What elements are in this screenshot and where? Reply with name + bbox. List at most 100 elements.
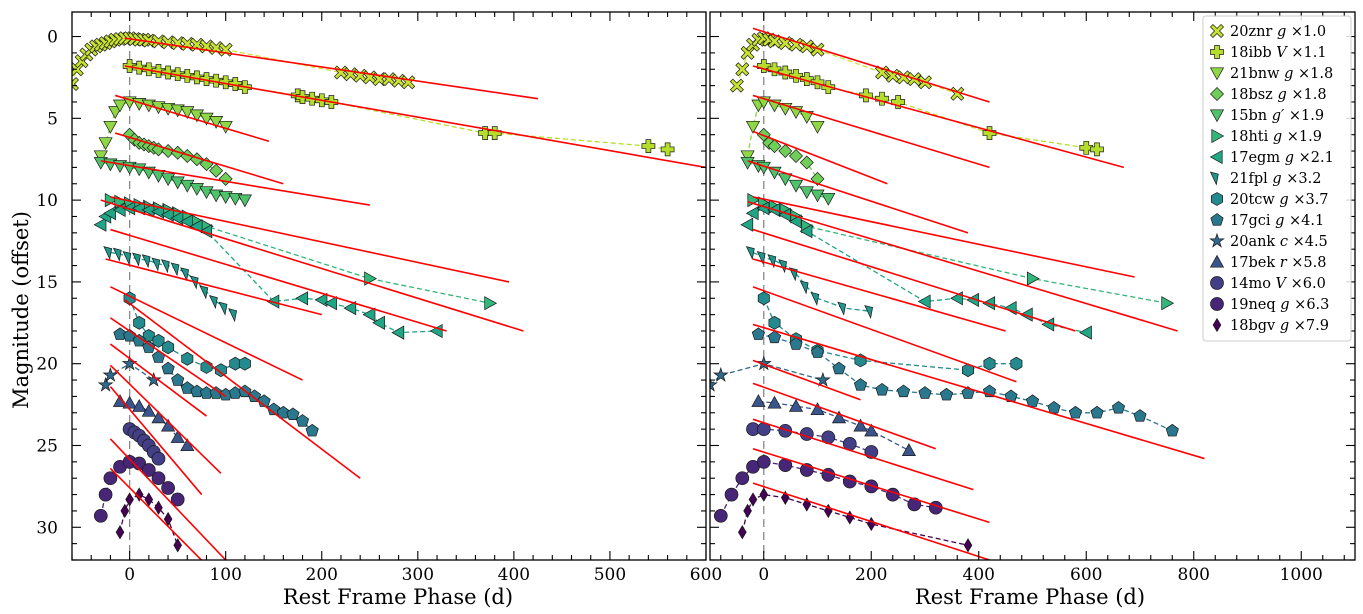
data-point-21bnw	[103, 120, 118, 134]
data-point-21fpl	[837, 301, 847, 316]
data-point-20ank	[712, 366, 729, 382]
data-point-20tcw	[1010, 356, 1023, 371]
data-point-19neq	[161, 481, 175, 495]
data-point-21bnw	[740, 150, 755, 164]
series-line-17egm	[747, 207, 1087, 334]
fit-line	[747, 200, 1178, 332]
legend-marker-20ank	[1209, 232, 1225, 248]
legend-label-19neq: 19neq g ×6.3	[1230, 297, 1329, 313]
fit-line	[752, 94, 990, 169]
fit-line	[110, 228, 447, 332]
data-point-17egm	[740, 217, 754, 232]
legend-marker-17gci	[1210, 213, 1224, 226]
x-tick-label: 800	[1178, 565, 1210, 585]
data-point-18ibb	[1090, 142, 1104, 157]
data-point-18hti	[1026, 271, 1040, 286]
series-14mo	[746, 422, 879, 459]
plot-area	[710, 12, 1205, 560]
legend-label-17bek: 17bek r ×5.8	[1230, 255, 1326, 271]
data-point-17bek	[141, 403, 156, 417]
data-point-20tcw	[152, 333, 165, 348]
data-point-21fpl	[767, 254, 777, 269]
data-point-17egm	[372, 315, 385, 330]
fit-line	[114, 132, 284, 185]
y-tick-label: 0	[47, 28, 58, 48]
data-point-20tcw	[757, 291, 770, 306]
left-panel: 0 100 200 300 400 500 600 0 5 10 15 20 25 30	[36, 11, 722, 585]
fit-line	[124, 299, 361, 479]
legend-marker-18ibb	[1210, 45, 1224, 59]
data-point-18ibb	[789, 68, 803, 83]
x-tick-label: 200	[306, 565, 338, 585]
fit-line	[109, 386, 203, 496]
data-point-17gci	[151, 350, 166, 363]
data-point-21bnw	[93, 150, 108, 164]
legend-label-15bn: 15bn g′ ×1.9	[1230, 108, 1324, 124]
fit-line	[752, 196, 1135, 278]
series-17egm	[740, 201, 1092, 340]
legend-marker-21fpl	[1209, 171, 1219, 186]
fit-line	[124, 65, 706, 169]
legend-marker-17bek	[1209, 254, 1225, 268]
data-point-17egm	[745, 206, 759, 221]
series-20ank	[710, 355, 831, 392]
fit-line	[752, 359, 861, 401]
series-20znr	[72, 31, 416, 91]
data-point-19neq	[724, 487, 739, 502]
data-point-19neq	[756, 455, 771, 469]
data-point-17egm	[180, 214, 193, 229]
data-point-19neq	[103, 471, 118, 486]
data-point-15bn	[218, 191, 233, 205]
data-point-20tcw	[133, 315, 146, 330]
data-point-17bek	[112, 394, 128, 407]
data-point-17bek	[751, 394, 766, 407]
legend-label-21fpl: 21fpl g ×3.2	[1230, 171, 1321, 187]
data-point-17egm	[391, 325, 405, 340]
data-point-17gci	[286, 407, 300, 421]
fit-line	[109, 317, 227, 398]
data-point-17egm	[1019, 307, 1033, 322]
data-point-17gci	[1025, 394, 1040, 407]
legend-label-14mo: 14mo V ×6.0	[1230, 276, 1326, 292]
data-point-17gci	[789, 337, 803, 350]
data-point-21fpl	[132, 252, 141, 267]
y-tick-label: 30	[36, 518, 58, 538]
legend: 20znr g ×1.0 18ibb V ×1.1 21bnw g ×1.8 18bs…	[1202, 15, 1352, 342]
data-point-17egm	[362, 307, 376, 322]
fit-line	[752, 482, 990, 560]
data-point-20tcw	[768, 315, 781, 330]
axes-frame	[71, 11, 707, 561]
data-point-21bnw	[122, 96, 137, 110]
legend-box	[1202, 15, 1352, 342]
data-point-21fpl	[103, 246, 113, 261]
fit-line	[110, 286, 303, 381]
data-point-17gci	[190, 384, 204, 398]
axes-frame	[709, 11, 1356, 561]
x-tick-label: 500	[594, 565, 626, 585]
fit-line	[110, 196, 510, 283]
data-point-21bnw	[810, 120, 825, 134]
data-point-20ank	[97, 376, 114, 392]
series-19neq	[93, 455, 185, 523]
series-18bgv	[115, 487, 183, 553]
data-point-21bnw	[180, 106, 195, 120]
fit-line	[100, 199, 524, 332]
data-point-21fpl	[228, 308, 238, 323]
series-21bnw	[740, 96, 825, 164]
data-point-17gci	[810, 345, 825, 358]
data-point-17gci	[1165, 423, 1179, 437]
x-tick-label: 600	[1070, 565, 1102, 585]
data-point-17gci	[751, 327, 765, 340]
data-point-18bsz	[767, 139, 782, 154]
series-20tcw	[123, 291, 251, 378]
data-point-15bn	[799, 186, 814, 200]
data-point-20ank	[710, 376, 718, 392]
data-point-15bn	[199, 186, 214, 200]
data-point-15bn	[93, 156, 108, 170]
data-point-18ibb	[810, 75, 825, 90]
data-point-17egm	[103, 206, 116, 221]
data-point-18ibb	[478, 126, 492, 140]
data-point-17gci	[209, 386, 223, 399]
data-point-17gci	[918, 386, 932, 399]
